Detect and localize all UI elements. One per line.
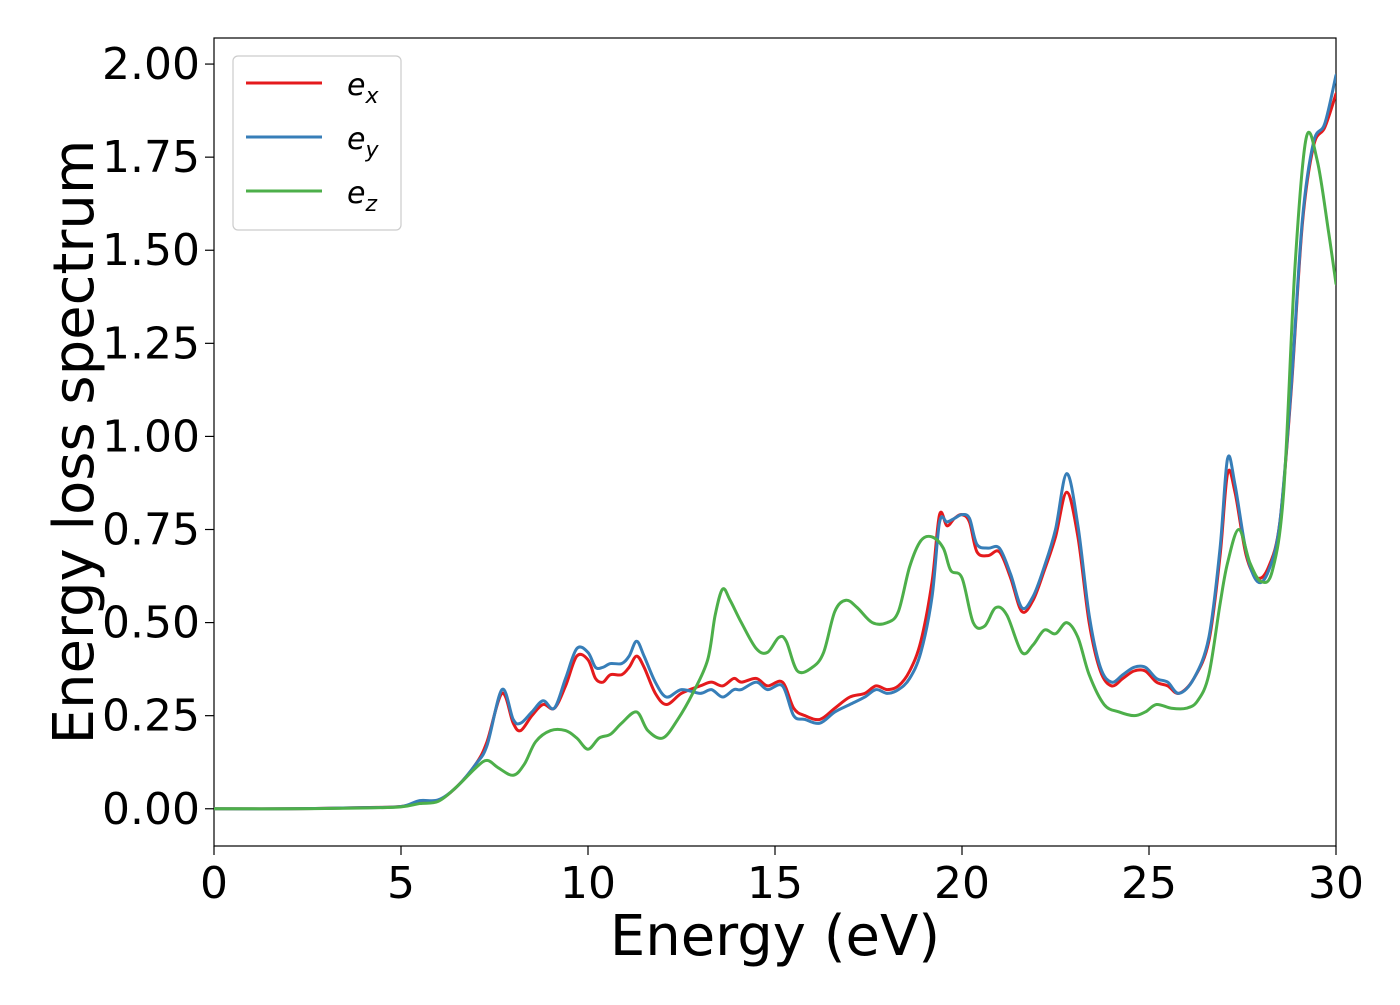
y-tick-label: 0.75: [102, 505, 200, 556]
y-tick-label: 1.75: [102, 132, 200, 183]
y-tick-label: 0.25: [102, 691, 200, 742]
legend-label-x: ex: [347, 68, 379, 109]
y-tick-label: 0.00: [102, 784, 200, 835]
x-axis-ticks: 0 5 10 15 20 25 30: [200, 846, 1364, 909]
y-tick-label: 1.00: [102, 411, 200, 462]
x-tick-label: 20: [934, 858, 990, 909]
legend-label-y: ey: [347, 122, 379, 163]
legend-label-z: ez: [347, 176, 377, 217]
y-tick-label: 0.50: [102, 598, 200, 649]
y-axis-title: Energy loss spectrum: [42, 140, 107, 745]
x-tick-label: 15: [747, 858, 803, 909]
x-tick-label: 25: [1121, 858, 1177, 909]
y-tick-label: 1.25: [102, 318, 200, 369]
y-tick-label: 2.00: [102, 39, 200, 90]
y-tick-label: 1.50: [102, 225, 200, 276]
x-tick-label: 10: [560, 858, 616, 909]
legend: ex ey ez: [232, 55, 402, 231]
x-tick-label: 30: [1308, 858, 1364, 909]
series-line-y: [214, 73, 1336, 811]
x-axis-title: Energy (eV): [610, 904, 940, 969]
x-tick-label: 0: [200, 858, 228, 909]
series-line-z: [214, 130, 1336, 811]
y-axis-ticks: 0.00 0.25 0.50 0.75 1.00 1.25 1.50 1.75 2.00: [102, 39, 214, 835]
x-tick-label: 5: [387, 858, 415, 909]
series-layer: [214, 73, 1336, 811]
legend-box: [232, 55, 402, 231]
